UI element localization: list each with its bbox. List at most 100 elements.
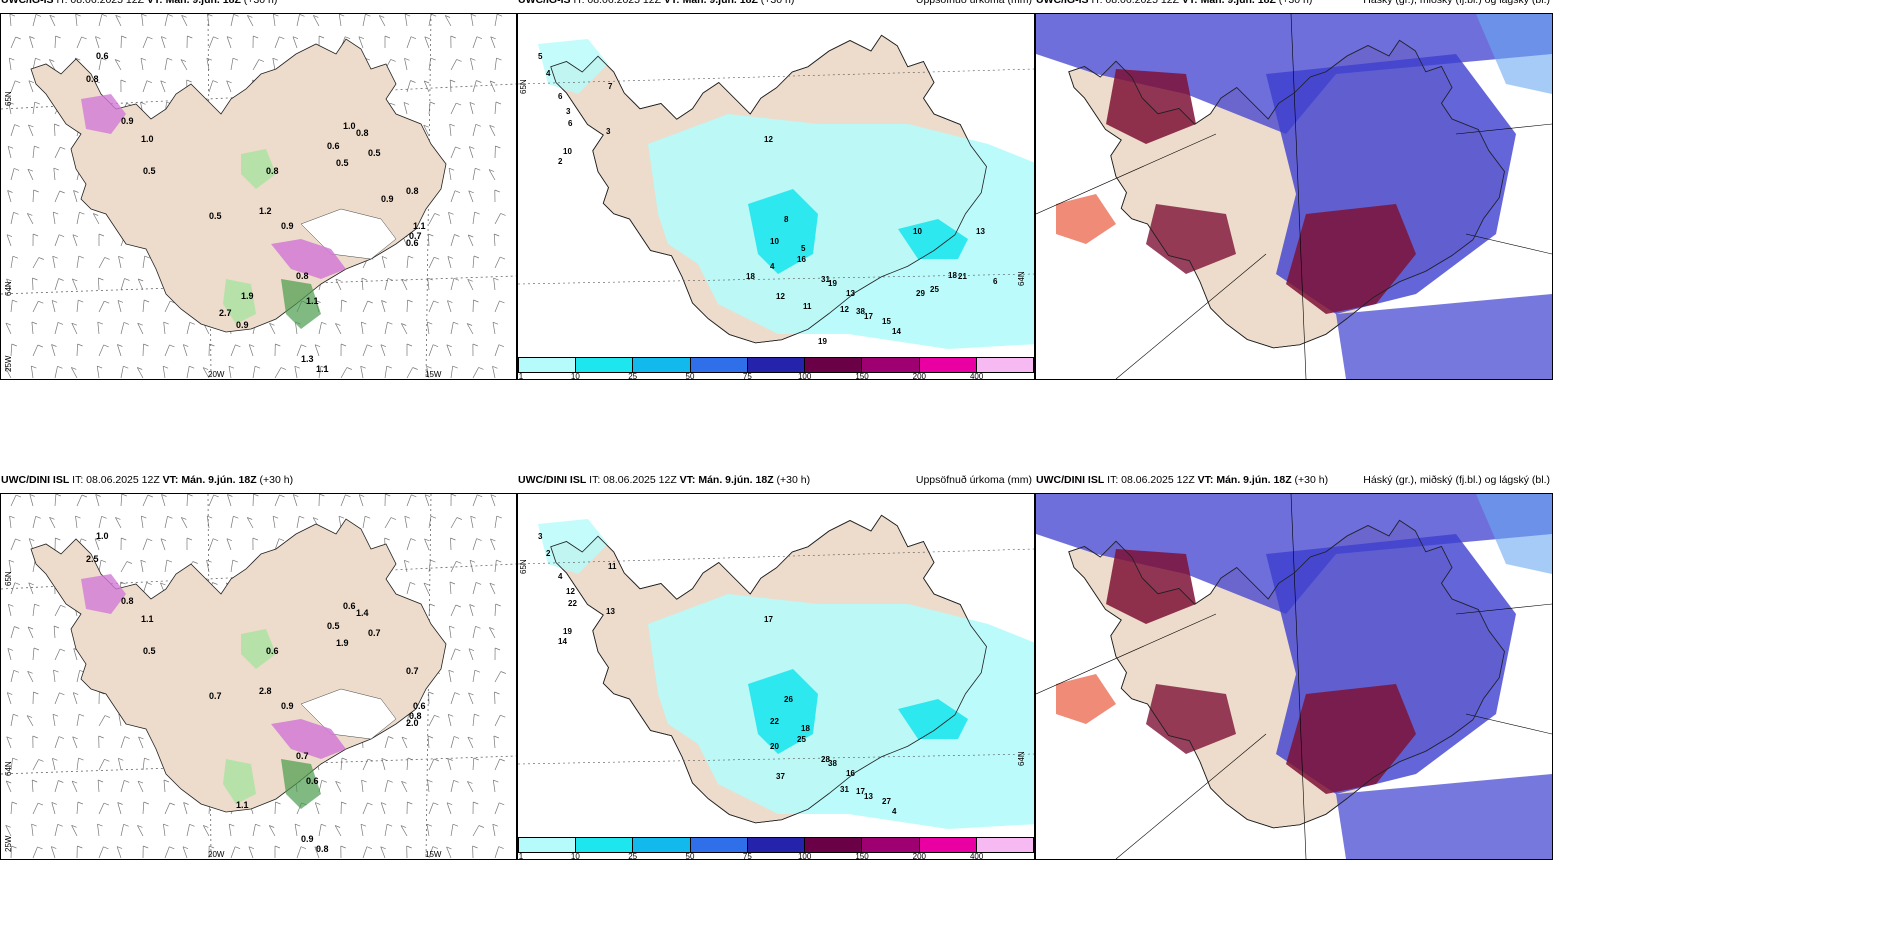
accum-value: 12	[764, 135, 773, 144]
precip-value: 0.7	[209, 691, 222, 701]
accum-value: 26	[784, 695, 793, 704]
lead-time: (+30 h)	[1278, 0, 1313, 6]
colorbar-tick: 100	[797, 372, 812, 381]
accum-value: 28	[821, 755, 830, 764]
precip-value: 1.1	[306, 296, 319, 306]
colorbar-tick: 75	[742, 372, 752, 381]
init-time: IT: 08.06.2025 12Z	[1091, 0, 1179, 6]
accum-value: 13	[976, 227, 985, 236]
colorbar-swatch	[576, 358, 634, 372]
vt-label: VT: Mán. 9.jún. 18Z	[146, 0, 241, 6]
accum-value: 4	[770, 262, 775, 271]
vt-label: VT: Mán. 9.jún. 18Z	[162, 474, 257, 486]
accum-value: 12	[566, 587, 575, 596]
precip-value: 0.8	[356, 128, 369, 138]
accum-value: 17	[764, 615, 773, 624]
accum-value: 14	[892, 327, 901, 336]
precip-value: 1.4	[356, 608, 369, 618]
lat-label: 64N	[4, 761, 13, 776]
accum-value: 15	[882, 317, 891, 326]
precip-value: 0.8	[409, 711, 422, 721]
accum-value: 19	[828, 279, 837, 288]
accum-value: 16	[846, 769, 855, 778]
precip-value: 0.8	[121, 596, 134, 606]
precip-colorbar	[518, 357, 1034, 373]
colorbar-tick: 50	[685, 372, 695, 381]
colorbar-swatch	[690, 838, 748, 852]
precip-value: 0.9	[301, 834, 314, 844]
lon-label: 20W	[208, 370, 225, 379]
precip-value: 0.6	[406, 238, 419, 248]
colorbar-swatch	[862, 838, 920, 852]
precip-value: 0.9	[281, 221, 294, 231]
precip-value: 0.9	[236, 320, 249, 330]
colorbar-tick: 10	[570, 372, 580, 381]
precip-value: 1.1	[413, 221, 426, 231]
colorbar-tick: 10	[570, 852, 580, 861]
accum-value: 22	[568, 599, 577, 608]
colorbar-tick: 200	[912, 852, 927, 861]
accum-value: 3	[606, 127, 611, 136]
precip-value: 0.5	[143, 166, 156, 176]
precip-value: 0.7	[409, 231, 422, 241]
colorbar-swatch	[805, 358, 863, 372]
panel-title: UWC/DINI ISL IT: 08.06.2025 12Z VT: Mán.…	[1036, 474, 1328, 486]
precip-value: 0.5	[327, 621, 340, 631]
accum-value: 5	[538, 52, 543, 61]
precip-value: 0.6	[266, 646, 279, 656]
precip-title: Uppsöfnuð úrkoma (mm)	[915, 0, 1032, 6]
cloud-title: Háský (gr.), miðský (fj.bl.) og lágský (…	[1363, 0, 1550, 6]
colorbar-tick: 400	[969, 852, 984, 861]
lon-label: 15W	[425, 850, 442, 859]
precip-value: 1.9	[241, 291, 254, 301]
colorbar-swatch	[976, 358, 1033, 372]
accum-value: 4	[558, 572, 563, 581]
accum-value: 8	[784, 215, 789, 224]
precip-value: 0.6	[413, 701, 426, 711]
accum-value: 21	[958, 272, 967, 281]
model-name: UWC/IG-IS	[518, 0, 571, 6]
colorbar-tick: 1	[518, 372, 524, 381]
colorbar-tick: 50	[685, 852, 695, 861]
colorbar-tick: 25	[628, 372, 638, 381]
init-time: IT: 08.06.2025 12Z	[56, 0, 144, 6]
accum-value: 5	[801, 244, 806, 253]
model-name: UWC/IG-IS	[1036, 0, 1089, 6]
precip-value: 1.0	[96, 531, 109, 541]
precip-value: 0.6	[306, 776, 319, 786]
accum-value: 19	[563, 627, 572, 636]
colorbar-swatch	[747, 838, 806, 852]
accum-value: 2	[546, 549, 551, 558]
precip-value: 0.5	[336, 158, 349, 168]
lead-time: (+30 h)	[259, 474, 294, 486]
precip-value: 0.8	[86, 74, 99, 84]
init-time: IT: 08.06.2025 12Z	[1107, 474, 1195, 486]
accum-value: 29	[916, 289, 925, 298]
colorbar-swatch	[919, 358, 977, 372]
precip-title: Uppsöfnuð úrkoma (mm)	[915, 474, 1032, 486]
accum-value: 4	[892, 807, 897, 816]
precip-value: 1.2	[259, 206, 272, 216]
panel-title: UWC/IG-IS IT: 08.06.2025 12Z VT: Mán. 9.…	[1, 0, 277, 6]
precip-value: 1.3	[301, 354, 314, 364]
lon-label: 20W	[208, 850, 225, 859]
colorbar-swatch	[919, 838, 977, 852]
precip-value: 0.6	[96, 51, 109, 61]
lead-time: (+30 h)	[1294, 474, 1329, 486]
model-name: UWC/DINI ISL	[518, 474, 587, 486]
colorbar-swatch	[519, 358, 577, 372]
precip-value: 1.1	[141, 614, 154, 624]
colorbar-tick: 200	[912, 372, 927, 381]
colorbar-tick: 150	[855, 852, 869, 861]
precip-value: 0.6	[343, 601, 356, 611]
init-time: IT: 08.06.2025 12Z	[573, 0, 661, 6]
accum-value: 22	[770, 717, 779, 726]
map-panel-3: UWC/IG-IS IT: 08.06.2025 12Z VT: Mán. 9.…	[1035, 0, 1553, 380]
accum-value: 6	[993, 277, 998, 286]
accum-value: 11	[803, 302, 812, 311]
lead-time: (+30 h)	[760, 0, 795, 6]
accum-value: 12	[840, 305, 849, 314]
vt-label: VT: Mán. 9.jún. 18Z	[1197, 474, 1292, 486]
precip-value: 0.8	[406, 186, 419, 196]
